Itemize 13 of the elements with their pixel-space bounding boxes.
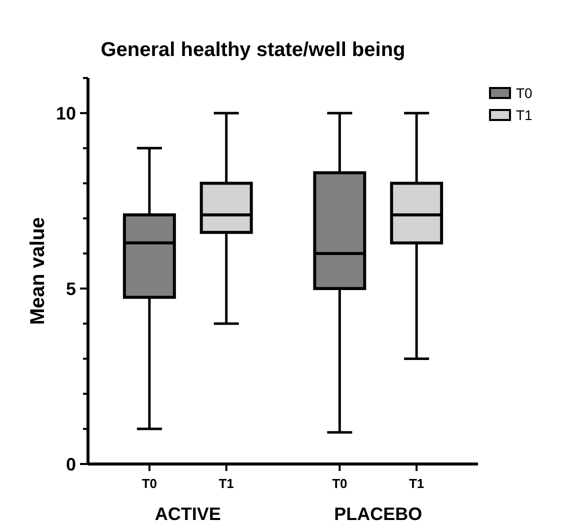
text: T1: [218, 476, 234, 491]
text: T0: [332, 476, 348, 491]
legend-label: T0: [516, 84, 533, 101]
chart-title: General healthy state/well being: [100, 39, 406, 61]
text: T1: [408, 476, 424, 491]
y-tick-label: 5: [66, 278, 76, 299]
legend-label: T1: [516, 106, 533, 123]
text: T0: [142, 476, 158, 491]
y-tick-label: 0: [66, 454, 76, 474]
x-tick-label: ACTIVE: [154, 504, 221, 524]
x-tick-label: PLACEBO: [334, 504, 422, 524]
y-tick-label: 10: [56, 103, 76, 124]
y-axis-title: Mean value: [27, 217, 49, 325]
